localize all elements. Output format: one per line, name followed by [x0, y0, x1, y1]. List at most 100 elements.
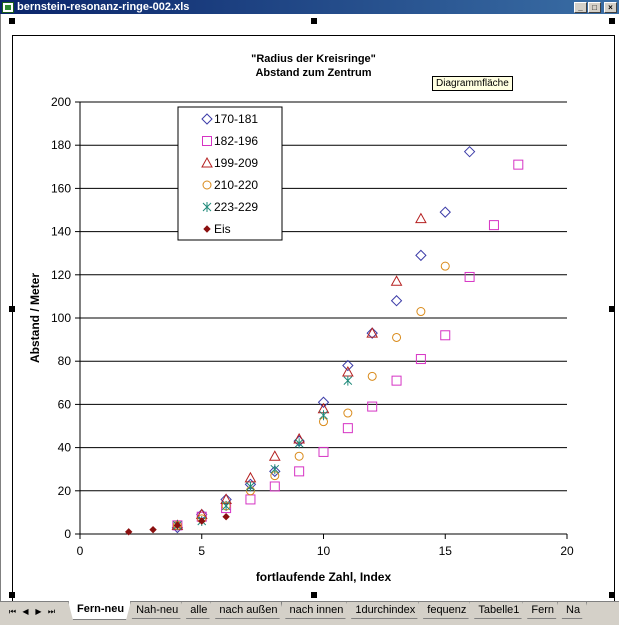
selection-handle[interactable] — [9, 306, 15, 312]
legend-entry: 199-209 — [214, 156, 258, 170]
data-point-199-209 — [415, 212, 427, 224]
chart-legend[interactable] — [177, 106, 283, 241]
y-tick-label: 180 — [51, 138, 71, 152]
data-point-170-181 — [317, 396, 330, 408]
first-sheet-button[interactable]: ⏮ — [8, 607, 17, 616]
selection-handle[interactable] — [609, 592, 615, 598]
y-tick-label: 60 — [58, 397, 72, 411]
sheet-tabs-bar: ⏮ ◀ ▶ ⏭ Fern-neu Nah-neu alle nach außen nach i… — [0, 601, 619, 625]
x-tick-label: 5 — [198, 544, 205, 558]
sheet-tab[interactable]: Fern-neu — [68, 601, 131, 620]
minimize-button[interactable]: _ — [574, 1, 587, 13]
y-tick-label: 120 — [51, 268, 71, 282]
sheet-tab[interactable]: Tabelle1 — [469, 602, 526, 619]
data-point-Eis — [173, 521, 182, 530]
legend-entry: Eis — [214, 222, 231, 236]
y-tick-label: 160 — [51, 181, 71, 195]
selection-handle[interactable] — [609, 306, 615, 312]
window-title: bernstein-resonanz-ringe-002.xls — [17, 1, 190, 13]
selection-handle[interactable] — [609, 18, 615, 24]
data-point-170-181 — [390, 295, 403, 307]
data-point-182-196 — [294, 466, 305, 477]
x-axis-label: fortlaufende Zahl, Index — [256, 570, 392, 584]
data-point-210-220 — [343, 408, 353, 418]
chart-title[interactable]: "Radius der Kreisringe" — [251, 53, 376, 65]
data-point-210-220 — [416, 307, 426, 317]
data-point-182-196 — [318, 446, 329, 457]
legend-entry: 223-229 — [214, 200, 258, 214]
data-point-182-196 — [367, 401, 378, 412]
data-point-Eis — [198, 517, 206, 525]
data-point-210-220 — [294, 451, 304, 461]
y-tick-label: 100 — [51, 311, 71, 325]
data-point-223-229 — [319, 410, 328, 421]
sheet-tab[interactable]: nach außen — [210, 602, 284, 619]
last-sheet-button[interactable]: ⏭ — [47, 607, 56, 616]
sheet-tab[interactable]: Nah-neu — [127, 602, 185, 619]
worksheet-area: "Radius der Kreisringe" Abstand zum Zent… — [0, 14, 619, 611]
legend-entry: 182-196 — [214, 134, 258, 148]
data-point-182-196 — [488, 220, 499, 231]
scatter-chart[interactable]: 0 20 40 60 80 100 120 140 160 180 200 0 5 10 15 20 fortl… — [13, 36, 616, 612]
sheet-tab[interactable]: Fern — [522, 602, 561, 619]
x-tick-label: 0 — [77, 544, 84, 558]
data-point-210-220 — [440, 261, 450, 271]
data-point-170-181 — [415, 249, 427, 262]
data-point-223-229 — [294, 438, 304, 449]
x-tick-label: 15 — [439, 544, 453, 558]
chart-area[interactable]: "Radius der Kreisringe" Abstand zum Zent… — [12, 35, 615, 611]
data-point-182-196 — [513, 159, 524, 170]
data-point-223-229 — [246, 481, 255, 492]
y-tick-label: 80 — [58, 354, 72, 368]
legend-entry: 170-181 — [214, 112, 258, 126]
selection-handle[interactable] — [9, 592, 15, 598]
window-title-bar: bernstein-resonanz-ringe-002.xls _ □ × — [0, 0, 619, 14]
selection-handle[interactable] — [9, 18, 15, 24]
data-point-223-229 — [221, 500, 231, 511]
data-point-182-196 — [415, 354, 426, 365]
data-point-170-181 — [366, 327, 378, 339]
excel-icon — [2, 1, 14, 13]
close-button[interactable]: × — [604, 1, 617, 13]
y-tick-label: 200 — [51, 95, 71, 109]
sheet-tab[interactable]: 1durchindex — [346, 602, 422, 619]
data-point-Eis — [124, 528, 133, 536]
sheet-tab[interactable]: nach innen — [281, 602, 351, 619]
chart-tooltip: Diagrammfläche — [432, 76, 513, 91]
data-point-182-196 — [440, 330, 451, 341]
y-tick-label: 0 — [64, 527, 71, 541]
x-tick-label: 10 — [317, 544, 331, 558]
sheet-tab[interactable]: Na — [557, 602, 587, 619]
y-tick-label: 20 — [58, 484, 72, 498]
data-point-199-209 — [268, 450, 281, 461]
data-point-210-220 — [367, 371, 377, 381]
data-point-182-196 — [269, 481, 280, 492]
data-point-170-181 — [269, 465, 281, 478]
data-point-182-196 — [391, 375, 402, 386]
data-point-Eis — [222, 513, 230, 521]
data-point-223-229 — [343, 375, 353, 386]
prev-sheet-button[interactable]: ◀ — [22, 607, 29, 616]
legend-marker-199-209 — [201, 156, 213, 168]
selection-handle[interactable] — [311, 18, 317, 24]
selection-handle[interactable] — [311, 592, 317, 598]
chart-subtitle: Abstand zum Zentrum — [255, 67, 372, 79]
legend-marker-210-220 — [202, 180, 212, 190]
sheet-tab[interactable]: fequenz — [418, 602, 473, 619]
data-point-199-209 — [244, 471, 257, 483]
next-sheet-button[interactable]: ▶ — [35, 607, 42, 616]
legend-marker-Eis — [203, 225, 211, 233]
legend-marker-223-229 — [202, 202, 212, 212]
y-axis-label: Abstand / Meter — [28, 273, 42, 363]
data-point-182-196 — [464, 271, 475, 282]
data-point-182-196 — [245, 494, 256, 505]
data-point-199-209 — [366, 327, 379, 338]
sheet-tab[interactable]: alle — [181, 602, 214, 619]
data-point-199-209 — [342, 365, 354, 377]
legend-marker-182-196 — [202, 136, 212, 146]
y-tick-label: 140 — [51, 225, 71, 239]
maximize-button[interactable]: □ — [588, 1, 601, 13]
data-point-170-181 — [439, 206, 451, 218]
data-point-210-220 — [392, 332, 402, 342]
legend-entry: 210-220 — [214, 178, 258, 192]
